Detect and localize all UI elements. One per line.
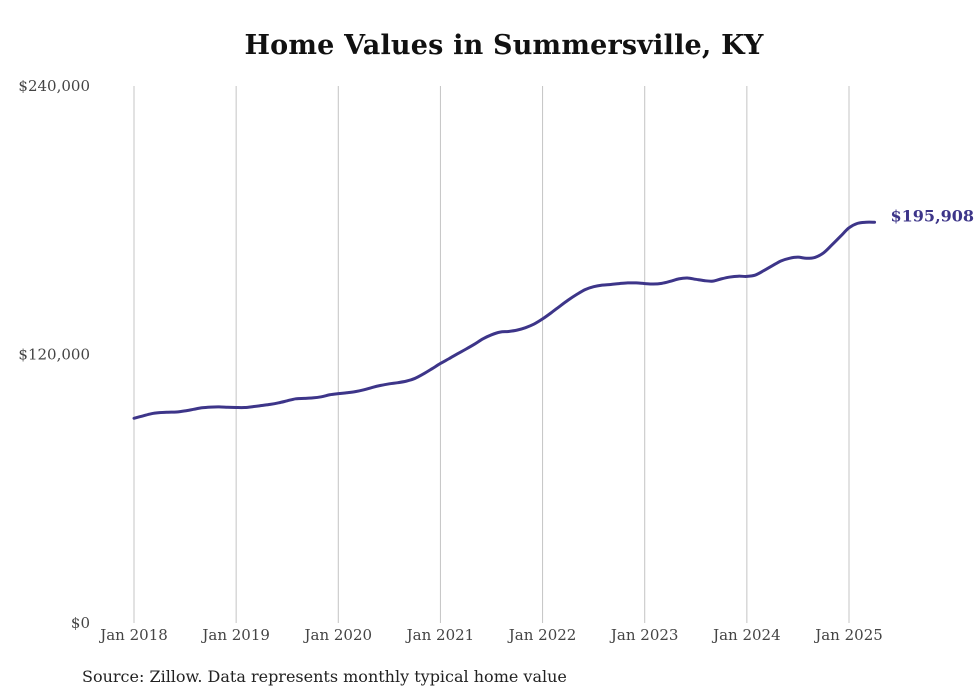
end-value-label: $195,908 — [891, 206, 975, 225]
x-tick-label: Jan 2024 — [711, 626, 781, 644]
x-tick-label: Jan 2020 — [303, 626, 373, 644]
x-tick-label: Jan 2025 — [813, 626, 883, 644]
y-axis: $0 $120,000 $240,000 — [18, 77, 90, 632]
gridlines — [133, 86, 850, 623]
series-line-0 — [132, 220, 877, 420]
x-axis: Jan 2018 Jan 2019 Jan 2020 Jan 2021 Jan 2022… — [98, 626, 883, 644]
end-label-layer: $195,908 — [891, 206, 975, 225]
source-note: Source: Zillow. Data represents monthly … — [82, 667, 567, 686]
x-tick-label: Jan 2021 — [405, 626, 475, 644]
x-tick-label: Jan 2019 — [200, 626, 270, 644]
x-tick-label: Jan 2022 — [507, 626, 577, 644]
x-tick-label: Jan 2018 — [98, 626, 168, 644]
x-tick-label: Jan 2023 — [609, 626, 679, 644]
y-tick-label: $240,000 — [18, 77, 90, 95]
series-layer — [132, 220, 877, 420]
y-tick-label: $0 — [71, 614, 90, 632]
chart-title: Home Values in Summersville, KY — [244, 30, 764, 61]
y-tick-label: $120,000 — [18, 346, 90, 364]
